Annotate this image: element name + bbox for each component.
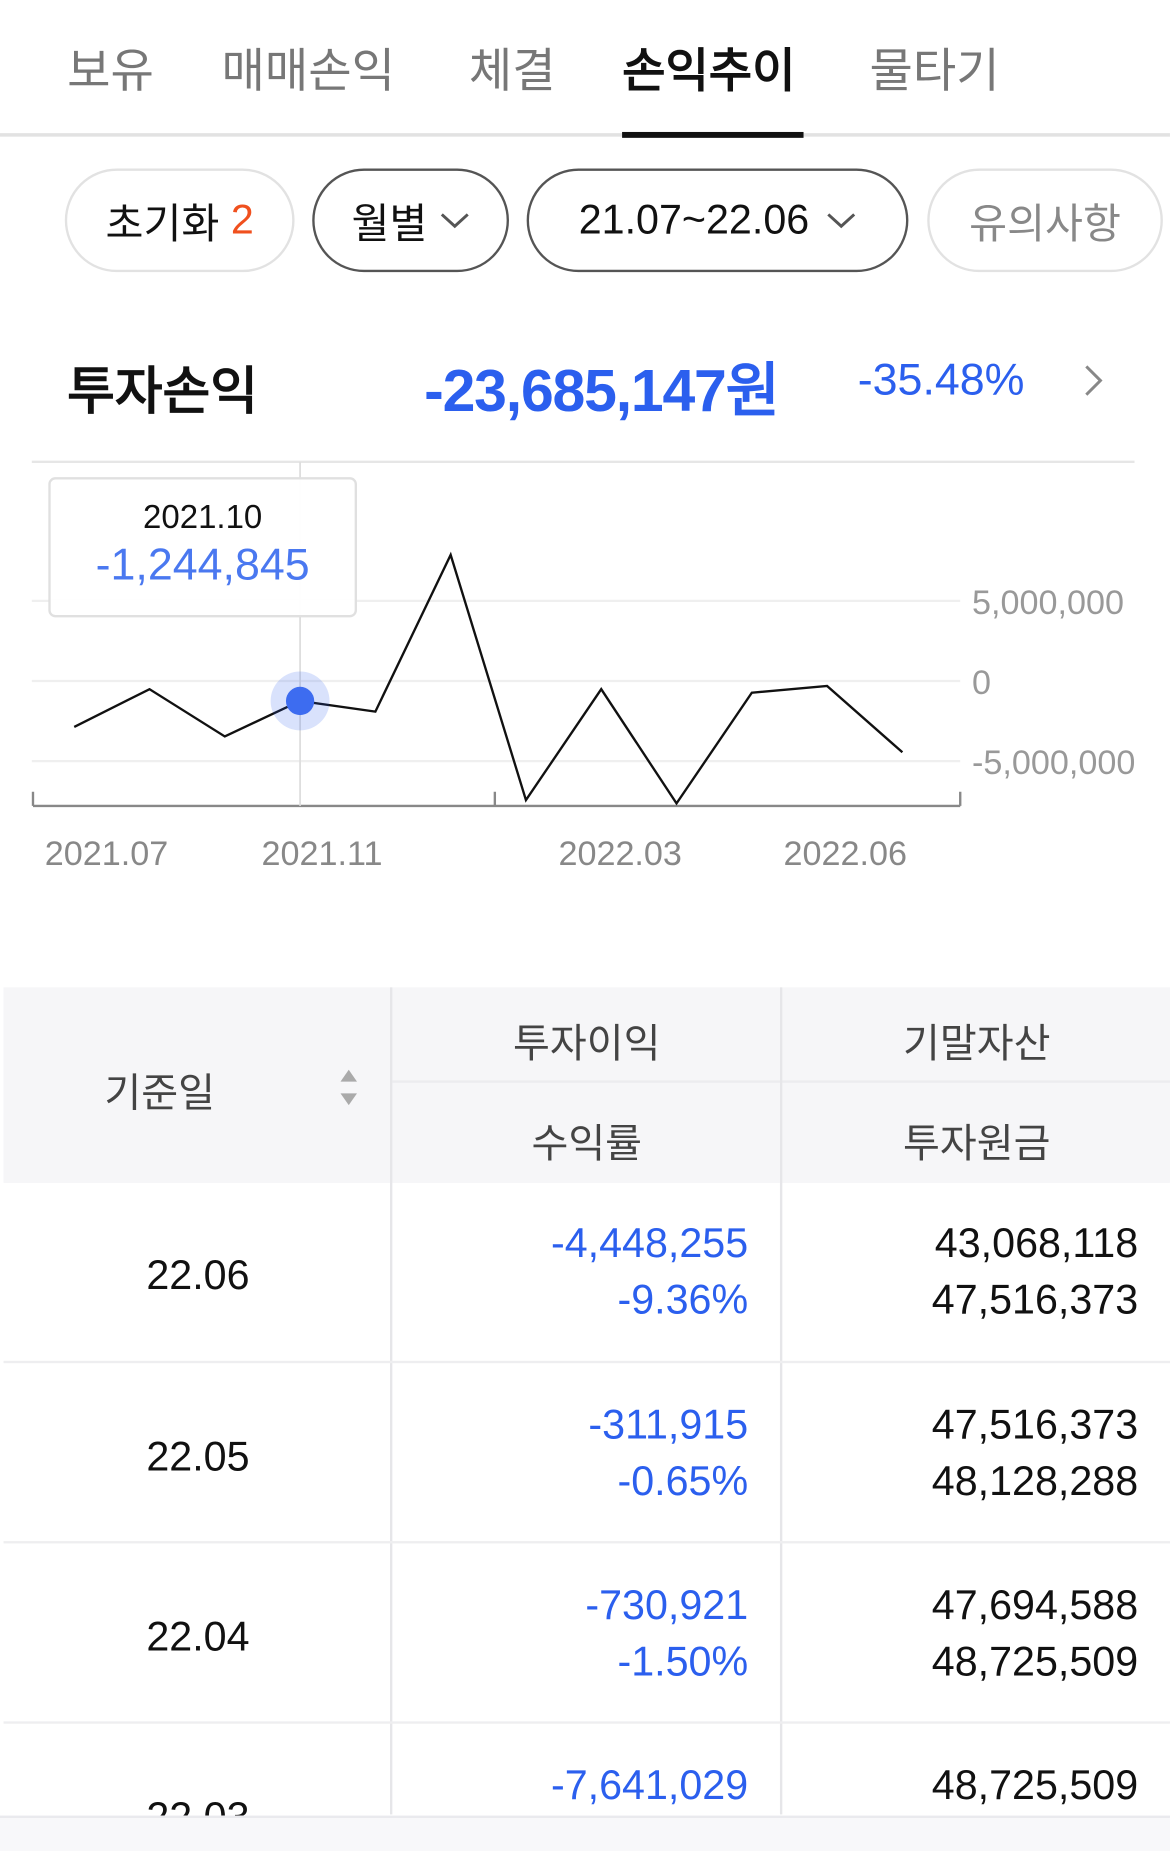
- row-profit: -4,448,255: [392, 1221, 748, 1268]
- summary-amount: -23,685,147원: [424, 344, 779, 429]
- row-profit: -7,641,029: [392, 1763, 748, 1810]
- row-divider: [4, 1541, 1170, 1543]
- header-principal: 투자원금: [782, 1111, 1170, 1169]
- y-tick-label: -5,000,000: [972, 744, 1135, 782]
- row-profit: -730,921: [392, 1582, 748, 1629]
- date-range-label: 21.07~22.06: [579, 197, 809, 244]
- chevron-down-icon: [826, 211, 857, 230]
- highlight-point: [286, 687, 314, 715]
- tab-averaging[interactable]: 물타기: [870, 33, 1000, 101]
- row-divider: [4, 1721, 1170, 1723]
- x-tick-label: 2022.06: [784, 835, 907, 873]
- row-principal: 48,128,288: [782, 1459, 1138, 1506]
- reset-button[interactable]: 초기화 2: [65, 168, 295, 272]
- date-range-dropdown[interactable]: 21.07~22.06: [527, 168, 909, 272]
- tab-executions[interactable]: 체결: [469, 33, 556, 101]
- chart-clip: [1135, 448, 1170, 896]
- tooltip-date: 2021.10: [51, 498, 355, 536]
- active-tab-indicator: [622, 132, 803, 138]
- tab-divider: [0, 133, 1170, 137]
- tab-pnl-trend[interactable]: 손익추이: [622, 33, 795, 101]
- row-end-asset: 43,068,118: [782, 1221, 1138, 1268]
- reset-count: 2: [231, 197, 254, 244]
- row-rate: -9.36%: [392, 1277, 748, 1324]
- row-rate: -1.50%: [392, 1639, 748, 1686]
- row-profit: -311,915: [392, 1402, 748, 1449]
- bottom-bar: [0, 1816, 1170, 1850]
- y-tick-label: 0: [972, 664, 991, 702]
- tab-trading-pnl[interactable]: 매매손익: [222, 33, 395, 101]
- y-tick-label: 5,000,000: [972, 584, 1124, 622]
- row-date: 22.06: [4, 1252, 393, 1299]
- summary-rate: -35.48%: [858, 356, 1025, 407]
- notice-button[interactable]: 유의사항: [927, 168, 1163, 272]
- row-date: 22.05: [4, 1434, 393, 1481]
- x-tick-label: 2022.03: [558, 835, 681, 873]
- sort-icon[interactable]: [338, 1067, 359, 1107]
- row-principal: 47,516,373: [782, 1277, 1138, 1324]
- column-divider: [390, 987, 392, 1814]
- row-end-asset: 47,516,373: [782, 1402, 1138, 1449]
- row-divider: [4, 1361, 1170, 1363]
- chevron-down-icon: [439, 211, 470, 230]
- chevron-right-icon[interactable]: [1082, 363, 1106, 398]
- row-principal: 48,725,509: [782, 1639, 1138, 1686]
- row-end-asset: 47,694,588: [782, 1582, 1138, 1629]
- column-divider: [780, 987, 782, 1814]
- header-profit: 투자이익: [392, 1011, 781, 1069]
- x-tick-label: 2021.07: [45, 835, 168, 873]
- header-end-asset: 기말자산: [782, 1011, 1170, 1069]
- chart-tooltip: 2021.10 -1,244,845: [48, 477, 357, 617]
- period-type-dropdown[interactable]: 월별: [312, 168, 509, 272]
- x-tick-label: 2021.11: [262, 835, 383, 873]
- period-type-label: 월별: [351, 190, 427, 250]
- tab-holdings[interactable]: 보유: [67, 33, 154, 101]
- header-date: 기준일: [4, 1060, 316, 1118]
- row-rate: -0.65%: [392, 1459, 748, 1506]
- tooltip-value: -1,244,845: [51, 541, 355, 592]
- row-end-asset: 48,725,509: [782, 1763, 1138, 1810]
- reset-label: 초기화: [106, 190, 220, 250]
- summary-label: 투자손익: [67, 349, 258, 424]
- header-rate: 수익률: [392, 1111, 781, 1169]
- row-date: 22.04: [4, 1614, 393, 1661]
